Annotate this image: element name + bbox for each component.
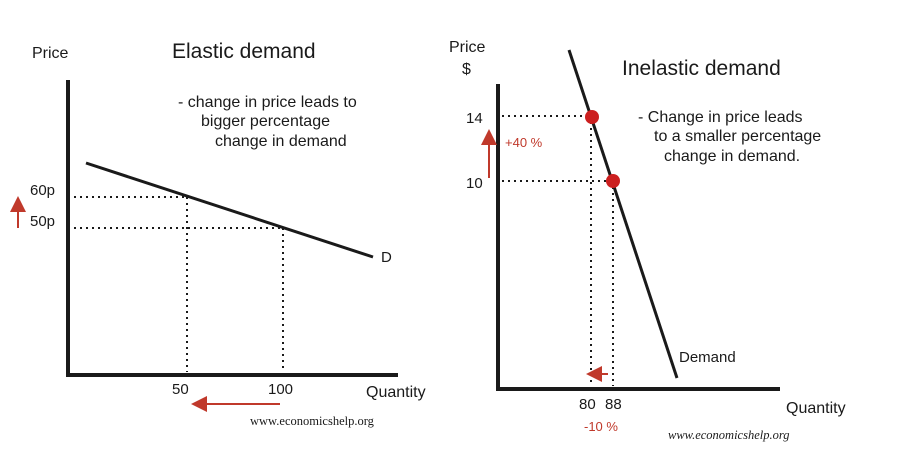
- elastic-curve-label: D: [381, 249, 392, 266]
- tick-88: 88: [605, 396, 622, 413]
- point-14-80: [585, 110, 599, 124]
- price-change-label: +40 %: [505, 135, 543, 150]
- elastic-note-line-1: - change in price leads to: [178, 94, 357, 111]
- inelastic-demand-diagram: Price $ Inelastic demand - Change in pri…: [449, 39, 846, 442]
- tick-14: 14: [466, 110, 483, 127]
- tick-60p: 60p: [30, 182, 55, 199]
- right-currency-label: $: [462, 61, 471, 78]
- inelastic-title: Inelastic demand: [622, 57, 781, 80]
- tick-10: 10: [466, 175, 483, 192]
- elastic-note-line-3: change in demand: [215, 133, 347, 150]
- elastic-title: Elastic demand: [172, 40, 316, 63]
- right-price-axis-label: Price: [449, 39, 486, 56]
- elastic-demand-diagram: Elastic demand Price - change in price l…: [10, 40, 426, 428]
- website-credit-left: www.economicshelp.org: [250, 414, 375, 428]
- point-10-88: [606, 174, 620, 188]
- right-quantity-axis-label: Quantity: [786, 400, 846, 417]
- left-price-axis-label: Price: [32, 45, 69, 62]
- inelastic-demand-curve: [567, 49, 679, 379]
- quantity-change-label: -10 %: [584, 419, 618, 434]
- inelastic-note-line-2: to a smaller percentage: [654, 128, 821, 145]
- elastic-note-line-2: bigger percentage: [201, 113, 330, 130]
- website-credit-right: www.economicshelp.org: [668, 428, 790, 442]
- tick-100: 100: [268, 381, 293, 398]
- tick-80: 80: [579, 396, 596, 413]
- elastic-demand-curve: [85, 161, 374, 259]
- inelastic-note-line-3: change in demand.: [664, 148, 800, 165]
- tick-50: 50: [172, 381, 189, 398]
- inelastic-note-line-1: - Change in price leads: [638, 109, 803, 126]
- tick-50p: 50p: [30, 213, 55, 230]
- inelastic-curve-label: Demand: [679, 349, 736, 366]
- left-quantity-axis-label: Quantity: [366, 384, 426, 401]
